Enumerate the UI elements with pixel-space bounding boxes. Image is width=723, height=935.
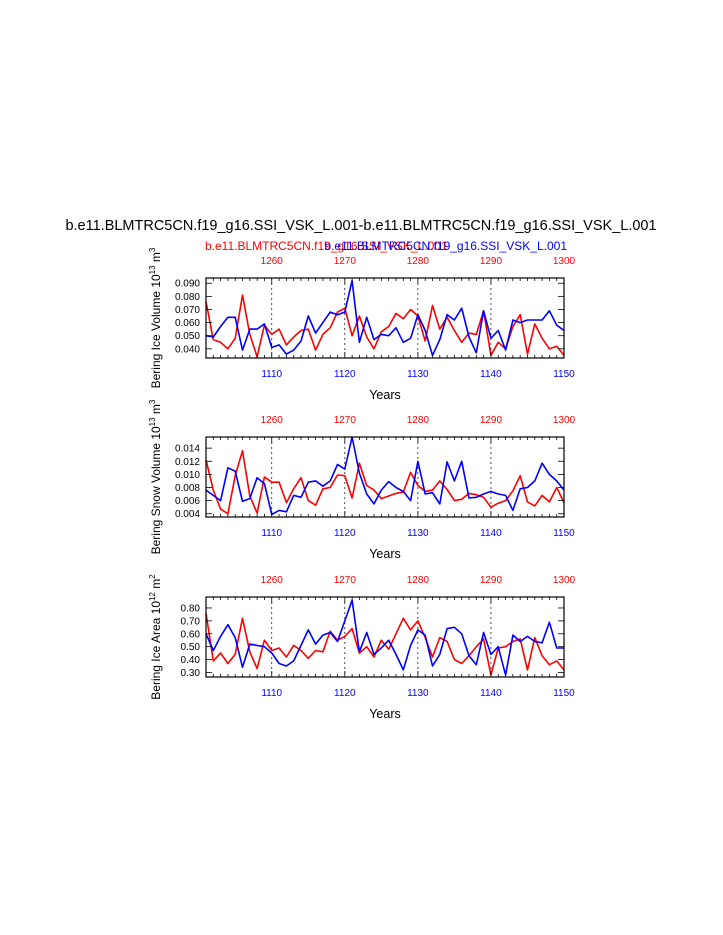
x-tick-label-top: 1260: [261, 415, 284, 426]
x-tick-label-top: 1280: [407, 575, 430, 586]
x-tick-label-top: 1300: [553, 415, 576, 426]
y-tick-label: 0.012: [175, 457, 200, 468]
plot-frame: [205, 436, 565, 518]
x-tick-label-top: 1270: [334, 575, 357, 586]
x-tick-label-bottom: 1110: [261, 528, 282, 539]
series-line-red: [205, 294, 565, 358]
y-axis-label: Bering Snow Volume 1013 m3: [148, 399, 163, 554]
y-axis-label-text: Bering Ice Area 10: [149, 601, 163, 700]
x-tick-label-top: 1280: [407, 415, 430, 426]
chart-panel-2: 1110 1120 1130 1140 1150 1260 1270 1280 1290 1300…: [148, 399, 576, 561]
x-tick-label-bottom: 1140: [480, 528, 502, 539]
plot-frame: [205, 277, 565, 359]
x-tick-label-top: 1290: [480, 256, 503, 267]
plot-frame: [205, 596, 565, 678]
y-axis-label-superscript: 3: [148, 399, 157, 404]
y-axis-label-superscript: 12: [148, 592, 157, 601]
y-tick-label: 0.014: [175, 444, 200, 455]
y-tick-label: 0.80: [181, 603, 201, 614]
y-axis-label-text: Bering Ice Volume 10: [149, 274, 163, 388]
y-axis-label-text: Bering Snow Volume 10: [149, 426, 163, 554]
y-tick-label: 0.050: [175, 331, 200, 342]
figure-subtitle-blue: b.e11.BLMTRC5CN.f19_g16.SSI_VSK_L.001: [324, 239, 567, 253]
y-tick-label: 0.70: [181, 616, 201, 627]
x-tick-label-top: 1280: [407, 256, 430, 267]
y-tick-label: 0.008: [175, 483, 200, 494]
y-axis-label-superscript: 3: [148, 247, 157, 252]
figure-header: b.e11.BLMTRC5CN.f19_g16.SSI_VSK_L.001-b.…: [65, 218, 656, 253]
x-tick-label-bottom: 1110: [261, 369, 282, 380]
series-line-blue: [205, 279, 565, 357]
x-tick-label-top: 1300: [553, 256, 576, 267]
x-tick-label-top: 1270: [334, 415, 357, 426]
x-tick-label-bottom: 1150: [553, 688, 575, 699]
x-tick-label-bottom: 1120: [334, 528, 356, 539]
y-tick-label: 0.004: [175, 509, 200, 520]
y-tick-label: 0.060: [175, 318, 200, 329]
series-line-blue: [205, 436, 565, 516]
y-tick-label: 0.60: [181, 629, 201, 640]
y-tick-label: 0.040: [175, 344, 200, 355]
y-axis-label: Bering Ice Area 1012 m2: [148, 574, 163, 700]
x-tick-label-top: 1290: [480, 575, 503, 586]
x-axis-label: Years: [369, 707, 401, 721]
x-tick-label-bottom: 1120: [334, 369, 356, 380]
x-tick-label-top: 1290: [480, 415, 503, 426]
y-tick-label: 0.090: [175, 279, 200, 290]
x-tick-label-top: 1300: [553, 575, 576, 586]
y-axis-label-superscript: 13: [148, 265, 157, 274]
y-axis-label-superscript: 2: [148, 574, 157, 579]
figure-title: b.e11.BLMTRC5CN.f19_g16.SSI_VSK_L.001-b.…: [65, 218, 656, 234]
x-tick-label-bottom: 1130: [407, 688, 429, 699]
y-tick-label: 0.50: [181, 642, 201, 653]
x-tick-label-bottom: 1140: [480, 369, 502, 380]
y-tick-label: 0.080: [175, 292, 200, 303]
y-axis-label-text: m: [149, 404, 163, 417]
x-tick-label-top: 1260: [261, 256, 284, 267]
y-axis-label-text: m: [149, 579, 163, 592]
y-tick-label: 0.40: [181, 655, 201, 666]
x-axis-label: Years: [369, 388, 401, 402]
y-tick-label: 0.070: [175, 305, 200, 316]
x-tick-label-top: 1260: [261, 575, 284, 586]
chart-panels: 1110 1120 1130 1140 1150 1260 1270 1280 1290 1300…: [148, 247, 576, 721]
figure-subtitle-red: b.e11.BLMTRC5CN.f19_g16.SSI_VSK_L.001: [205, 239, 448, 253]
x-tick-label-top: 1270: [334, 256, 357, 267]
y-axis-label-superscript: 13: [148, 417, 157, 426]
x-axis-label: Years: [369, 547, 401, 561]
x-tick-label-bottom: 1150: [553, 369, 575, 380]
series-line-red: [205, 449, 565, 515]
x-tick-label-bottom: 1140: [480, 688, 502, 699]
y-tick-label: 0.006: [175, 496, 200, 507]
series-line-blue: [205, 599, 564, 676]
x-tick-label-bottom: 1130: [407, 528, 429, 539]
chart-panel-3: 1110 1120 1130 1140 1150 1260 1270 1280 1290 1300…: [148, 574, 576, 721]
x-tick-label-bottom: 1120: [334, 688, 356, 699]
y-tick-label: 0.010: [175, 470, 200, 481]
x-tick-label-bottom: 1150: [553, 528, 575, 539]
x-tick-label-bottom: 1110: [261, 688, 282, 699]
chart-panel-1: 1110 1120 1130 1140 1150 1260 1270 1280 1290 1300…: [148, 247, 576, 402]
x-tick-label-bottom: 1130: [407, 369, 429, 380]
y-tick-label: 0.30: [181, 668, 201, 679]
y-axis-label: Bering Ice Volume 1013 m3: [148, 247, 163, 388]
y-axis-label-text: m: [149, 252, 163, 265]
